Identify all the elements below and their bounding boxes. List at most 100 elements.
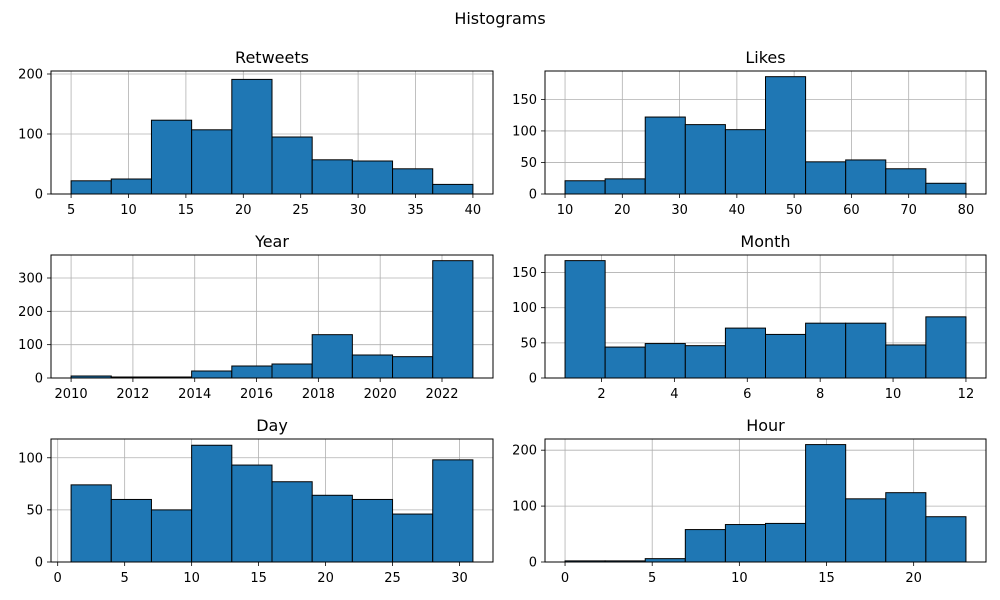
x-tick-label: 2022 bbox=[425, 387, 458, 402]
histogram-bar bbox=[271, 363, 313, 379]
histogram-bar bbox=[564, 260, 606, 379]
axes-frame bbox=[544, 254, 987, 379]
histogram-bar bbox=[684, 345, 726, 379]
y-tick-label: 150 bbox=[512, 93, 537, 108]
x-tick-label: 30 bbox=[451, 571, 468, 586]
panel-title: Month bbox=[740, 232, 790, 251]
histogram-bar bbox=[271, 481, 313, 563]
histogram-bar bbox=[845, 159, 887, 195]
x-tick-label: 15 bbox=[178, 203, 195, 218]
histogram-bar bbox=[432, 183, 474, 195]
y-tick-label: 0 bbox=[35, 372, 43, 387]
panel-title: Retweets bbox=[235, 48, 309, 67]
histogram-bar bbox=[604, 178, 646, 195]
x-tick-label: 35 bbox=[407, 203, 424, 218]
x-tick-label: 10 bbox=[183, 571, 200, 586]
axes-frame bbox=[544, 438, 987, 563]
x-tick-label: 5 bbox=[121, 571, 129, 586]
panel-title: Likes bbox=[745, 48, 785, 67]
histogram-bar bbox=[110, 178, 152, 195]
x-tick-label: 50 bbox=[786, 203, 803, 218]
x-tick-label: 10 bbox=[731, 571, 748, 586]
x-tick-label: 25 bbox=[292, 203, 309, 218]
histogram-bar bbox=[70, 484, 112, 563]
y-tick-label: 100 bbox=[512, 500, 537, 515]
x-tick-label: 0 bbox=[54, 571, 62, 586]
x-tick-label: 5 bbox=[648, 571, 656, 586]
y-tick-label: 50 bbox=[520, 156, 537, 171]
histogram-bar bbox=[765, 522, 807, 563]
histogram-bar bbox=[191, 370, 233, 379]
histogram-bar bbox=[271, 136, 313, 195]
x-tick-label: 40 bbox=[465, 203, 482, 218]
panel-day: 0 5 10 15 20 25 30 0 50 100 Day bbox=[18, 416, 494, 586]
x-tick-label: 40 bbox=[729, 203, 746, 218]
histogram-bar bbox=[231, 78, 273, 195]
y-tick-label: 0 bbox=[529, 556, 537, 571]
histogram-bar bbox=[765, 333, 807, 379]
x-tick-label: 8 bbox=[816, 387, 824, 402]
histogram-bar bbox=[925, 316, 967, 379]
x-tick-label: 10 bbox=[557, 203, 574, 218]
figure-title: Histograms bbox=[454, 9, 546, 28]
axes-frame bbox=[544, 70, 987, 195]
y-tick-label: 0 bbox=[529, 188, 537, 203]
x-tick-label: 2010 bbox=[55, 387, 88, 402]
histogram-bar bbox=[231, 365, 273, 379]
y-tick-label: 100 bbox=[512, 301, 537, 316]
histogram-bar bbox=[724, 524, 767, 563]
x-tick-label: 2014 bbox=[178, 387, 211, 402]
histogram-bar bbox=[432, 459, 474, 563]
x-tick-label: 20 bbox=[235, 203, 252, 218]
histogram-bar bbox=[845, 498, 887, 563]
histogram-bar bbox=[432, 260, 474, 379]
histogram-bar bbox=[392, 513, 434, 563]
histogram-bar bbox=[885, 344, 927, 379]
panel-title: Day bbox=[256, 416, 288, 435]
x-tick-label: 80 bbox=[958, 203, 975, 218]
x-tick-label: 2020 bbox=[364, 387, 397, 402]
y-tick-label: 100 bbox=[18, 451, 43, 466]
x-tick-label: 2012 bbox=[116, 387, 149, 402]
histogram-bar bbox=[885, 168, 927, 195]
histogram-bar bbox=[724, 327, 767, 379]
histogram-bar bbox=[311, 334, 353, 379]
x-tick-label: 60 bbox=[843, 203, 860, 218]
panel-month: 2 4 6 8 10 12 0 50 100 150 Month bbox=[512, 232, 987, 402]
histogram-bar bbox=[191, 444, 233, 563]
y-tick-label: 0 bbox=[35, 556, 43, 571]
histogram-bar bbox=[885, 492, 927, 563]
y-tick-label: 0 bbox=[529, 372, 537, 387]
histogram-bar bbox=[392, 356, 434, 379]
x-tick-label: 30 bbox=[671, 203, 688, 218]
panel-year: 2010 2012 2014 2016 2018 2020 2022 0 100 200 300 Ye… bbox=[18, 232, 494, 402]
histogram-bar bbox=[805, 161, 847, 195]
histogram-bar bbox=[150, 509, 193, 563]
x-tick-label: 2016 bbox=[240, 387, 273, 402]
histogram-bar bbox=[70, 180, 112, 195]
x-tick-label: 30 bbox=[350, 203, 367, 218]
histogram-bar bbox=[351, 354, 394, 379]
histogram-bar bbox=[805, 444, 847, 563]
histogram-bar bbox=[231, 464, 273, 563]
y-tick-label: 200 bbox=[512, 444, 537, 459]
histogram-bar bbox=[684, 124, 726, 195]
panel-retweets: 5 10 15 20 25 30 35 40 0 100 200 Retweets bbox=[18, 48, 494, 218]
x-tick-label: 25 bbox=[384, 571, 401, 586]
x-tick-label: 20 bbox=[614, 203, 631, 218]
axes-frame bbox=[50, 438, 494, 563]
panel-title: Hour bbox=[746, 416, 785, 435]
histogram-bar bbox=[765, 76, 807, 195]
x-tick-label: 4 bbox=[670, 387, 678, 402]
axes-frame bbox=[50, 254, 494, 379]
histogram-bar bbox=[392, 168, 434, 195]
x-tick-label: 0 bbox=[561, 571, 569, 586]
histogram-bar bbox=[644, 558, 686, 563]
x-tick-label: 20 bbox=[317, 571, 334, 586]
histogram-bar bbox=[925, 182, 967, 195]
x-tick-label: 2 bbox=[597, 387, 605, 402]
y-tick-label: 200 bbox=[18, 68, 43, 83]
y-tick-label: 300 bbox=[18, 272, 43, 287]
